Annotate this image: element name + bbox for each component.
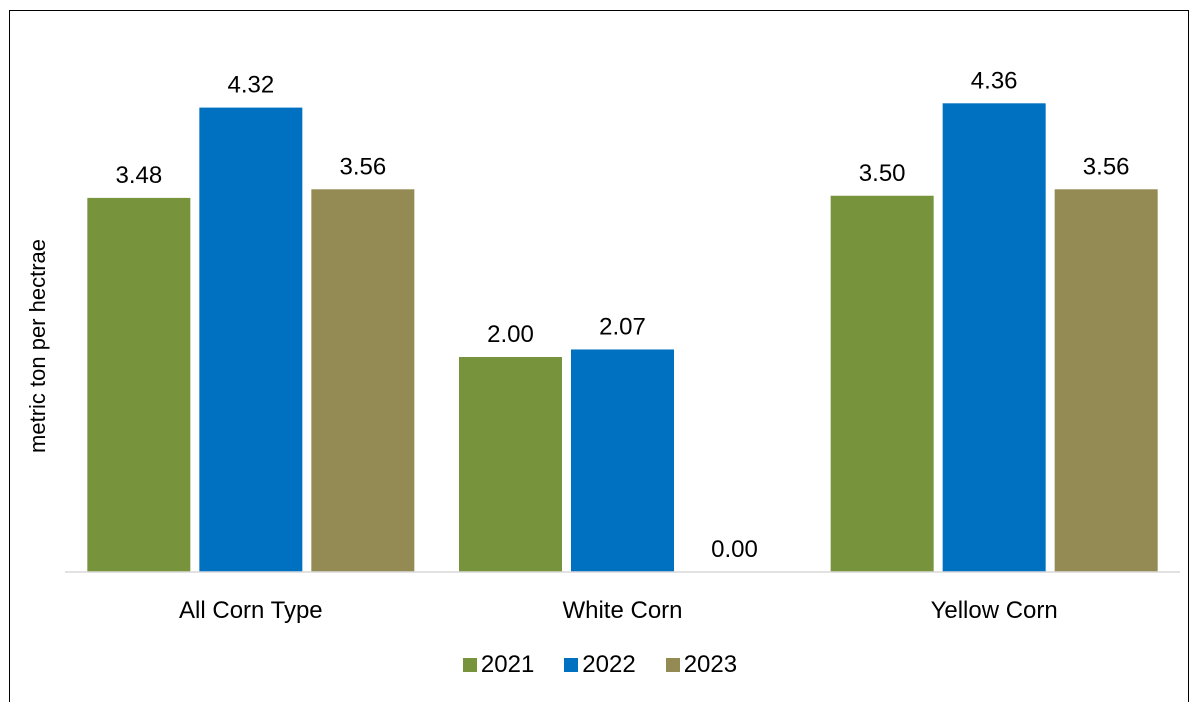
legend-label-2023: 2023	[683, 651, 738, 678]
legend-label-2022: 2022	[582, 651, 636, 678]
data-label-2022-0: 4.32	[227, 72, 274, 99]
data-label-2022-1: 2.07	[599, 313, 646, 340]
legend-item-2022: 2022	[564, 651, 636, 679]
data-label-2021-1: 2.00	[487, 321, 534, 348]
bar-2023-0	[311, 189, 415, 573]
data-label-2021-2: 3.50	[859, 160, 906, 187]
data-label-2023-0: 3.56	[339, 153, 386, 180]
chart-frame	[9, 10, 1189, 702]
bar-2021-2	[830, 195, 934, 572]
legend-swatch-2022	[564, 658, 579, 672]
x-tick-label-2: Yellow Corn	[931, 597, 1058, 624]
bar-2022-0	[199, 107, 303, 572]
legend-label-2021: 2021	[480, 651, 535, 678]
x-tick-label-0: All Corn Type	[179, 597, 323, 624]
legend-swatch-2021	[462, 658, 477, 672]
bar-2022-1	[571, 349, 674, 572]
data-label-2021-0: 3.48	[115, 162, 162, 189]
legend-item-2023: 2023	[665, 651, 738, 679]
x-tick-label-1: White Corn	[562, 597, 682, 624]
data-label-2022-2: 4.36	[971, 67, 1018, 94]
bar-2021-1	[459, 357, 562, 572]
y-axis-title: metric ton per hectrae	[25, 239, 50, 453]
data-label-2023-1: 0.00	[711, 536, 758, 563]
legend-swatch-2023	[665, 658, 680, 672]
bar-2022-2	[942, 103, 1046, 573]
legend: 2021 2022 2023	[0, 650, 1200, 680]
data-label-2023-2: 3.56	[1083, 153, 1130, 180]
bar-2021-0	[87, 197, 191, 572]
bar-2023-2	[1054, 189, 1158, 573]
legend-item-2021: 2021	[462, 651, 535, 679]
